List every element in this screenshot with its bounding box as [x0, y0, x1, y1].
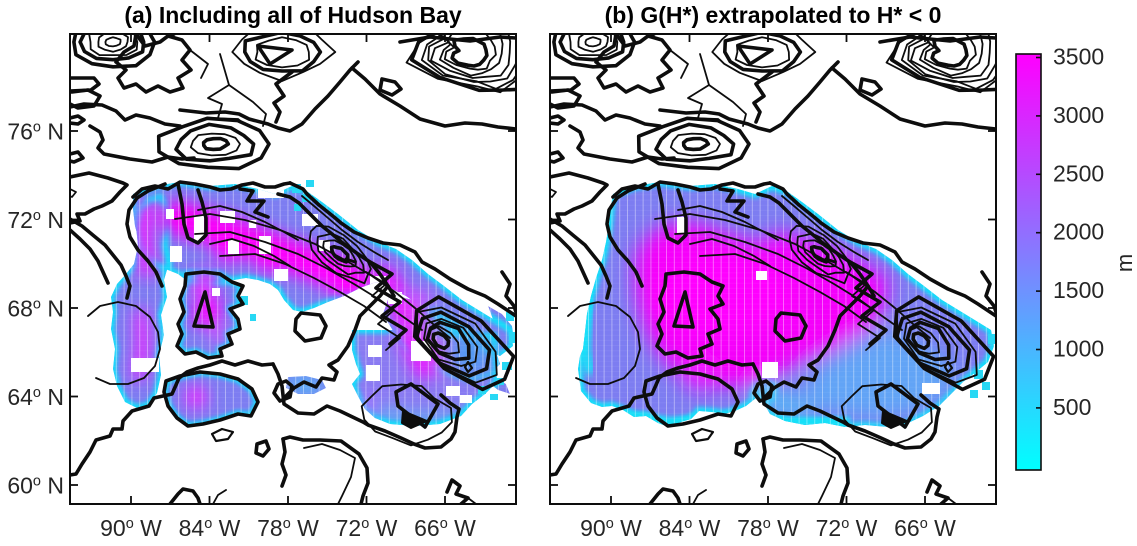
svg-text:66o W: 66o W: [894, 515, 956, 541]
svg-text:78o W: 78o W: [737, 515, 799, 541]
svg-text:2000: 2000: [1053, 219, 1104, 245]
svg-text:3000: 3000: [1053, 102, 1104, 128]
svg-text:(a) Including all of Hudson Ba: (a) Including all of Hudson Bay: [124, 2, 462, 28]
svg-text:m: m: [1112, 254, 1137, 272]
svg-text:3500: 3500: [1053, 44, 1104, 70]
svg-text:1000: 1000: [1053, 336, 1104, 362]
svg-text:84o W: 84o W: [659, 515, 721, 541]
svg-text:2500: 2500: [1053, 160, 1104, 186]
svg-text:1500: 1500: [1053, 277, 1104, 303]
svg-text:60o N: 60o N: [7, 473, 64, 499]
svg-text:(b) G(H*) extrapolated to H* <: (b) G(H*) extrapolated to H* < 0: [605, 2, 942, 28]
svg-text:68o N: 68o N: [7, 296, 64, 322]
svg-text:500: 500: [1053, 394, 1091, 420]
svg-text:76o N: 76o N: [7, 119, 64, 145]
